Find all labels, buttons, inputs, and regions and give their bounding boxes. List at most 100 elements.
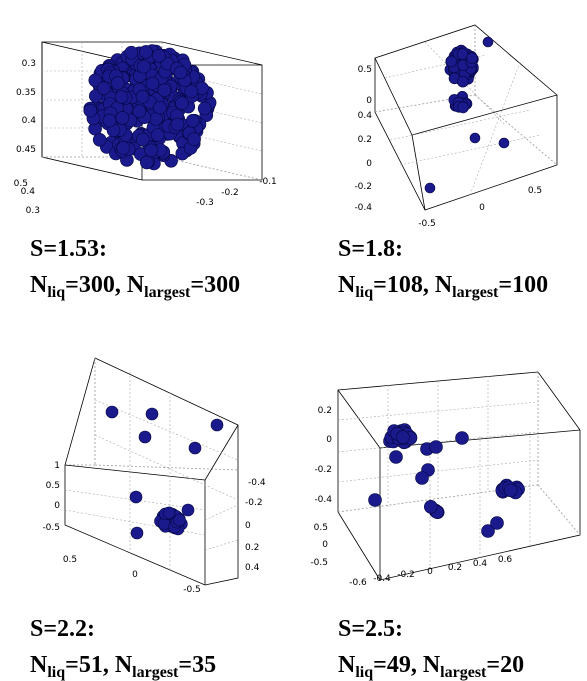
z-tick-label: 1 bbox=[54, 461, 60, 471]
caption-2-nlargest: 100 bbox=[512, 272, 548, 298]
z-tick-label: 0.5 bbox=[46, 481, 60, 491]
grid-lines-3 bbox=[65, 372, 238, 570]
x-tick-label: -0.4 bbox=[373, 574, 391, 584]
plot-panel-1: 0.30.350.40.45 -0.3-0.2-0.1 0.30.40.5 bbox=[0, 0, 290, 230]
points-group-2 bbox=[425, 37, 509, 193]
caption-2-nliq: 108 bbox=[387, 272, 423, 298]
data-point bbox=[150, 113, 163, 126]
z-tick-label: -0.4 bbox=[314, 495, 332, 505]
data-point bbox=[369, 494, 382, 507]
data-point bbox=[186, 114, 199, 127]
x-tick-label: 0 bbox=[479, 203, 485, 213]
x-tick-label: -0.2 bbox=[221, 188, 239, 198]
data-point bbox=[446, 56, 457, 67]
plot-panel-3: 1 0.5 0 -0.5 0.5 0 -0.5 -0.4 -0.2 0 0.2 0.4 bbox=[0, 340, 290, 600]
data-point bbox=[97, 82, 110, 95]
data-point bbox=[425, 183, 435, 193]
data-point bbox=[188, 133, 201, 146]
x-tick-label: -0.2 bbox=[397, 570, 415, 580]
caption-4-nlargest: 20 bbox=[500, 652, 524, 678]
grid-lines-4 bbox=[338, 376, 538, 568]
caption-4-nliq: 49 bbox=[387, 652, 411, 678]
plot-panel-2: 00.5 -0.500.5 -0.4-0.200.20.4 bbox=[330, 0, 587, 230]
axes-box-3 bbox=[65, 358, 238, 585]
caption-1-nliq: 300 bbox=[79, 272, 115, 298]
z-tick-label: 0 bbox=[366, 96, 372, 106]
z-tick-label: 0.4 bbox=[22, 116, 37, 126]
x-tick-label: 0.5 bbox=[63, 555, 77, 565]
data-point bbox=[185, 85, 198, 98]
data-point bbox=[499, 138, 509, 148]
data-point bbox=[470, 133, 480, 143]
data-point bbox=[139, 431, 151, 443]
caption-3-s: S=2.2: bbox=[30, 616, 95, 642]
data-point bbox=[131, 527, 143, 539]
y-tick-labels-4: -0.5 0 0.5 bbox=[310, 523, 328, 568]
data-point bbox=[189, 442, 201, 454]
data-point bbox=[174, 66, 187, 79]
caption-1: S=1.53: Nliq=300, Nlargest=300 bbox=[30, 237, 240, 297]
y-tick-labels-2: -0.4 -0.2 0 0.2 0.4 bbox=[354, 111, 372, 213]
data-point bbox=[140, 156, 153, 169]
data-point bbox=[145, 144, 158, 157]
data-point bbox=[136, 133, 149, 146]
data-point bbox=[151, 129, 164, 142]
z-tick-label: 0.5 bbox=[358, 65, 372, 75]
caption-2: S=1.8: Nliq=108, Nlargest=100 bbox=[338, 237, 548, 297]
caption-1-s: S=1.53: bbox=[30, 236, 107, 262]
data-point bbox=[198, 102, 211, 115]
x-tick-label: -0.6 bbox=[349, 578, 367, 588]
data-point bbox=[458, 102, 469, 113]
data-point bbox=[146, 77, 159, 90]
data-point bbox=[137, 60, 150, 73]
z-tick-label: 0.2 bbox=[318, 406, 332, 416]
x-tick-label: 0.4 bbox=[473, 559, 488, 569]
z-tick-labels-3: 10.50-0.5 bbox=[42, 461, 60, 533]
z-tick-label: -0.2 bbox=[314, 465, 332, 475]
caption-4: S=2.5: Nliq=49, Nlargest=20 bbox=[338, 617, 524, 677]
data-point bbox=[456, 432, 469, 445]
y-tick-label: -0.2 bbox=[245, 498, 263, 508]
data-point bbox=[430, 441, 443, 454]
z-tick-label: -0.5 bbox=[42, 523, 60, 533]
x-tick-label: -0.5 bbox=[418, 219, 436, 229]
z-tick-labels-4: 0.2 0 -0.2 -0.4 bbox=[314, 406, 332, 505]
axes-box-4 bbox=[338, 372, 580, 580]
caption-1-nlargest: 300 bbox=[204, 272, 240, 298]
y-tick-label: 0 bbox=[322, 540, 328, 550]
points-group-4 bbox=[369, 424, 525, 538]
z-tick-label: 0 bbox=[326, 435, 332, 445]
data-point bbox=[171, 118, 184, 131]
y-tick-label: 0.4 bbox=[245, 563, 260, 573]
x-tick-labels-3: 0.5 0 -0.5 bbox=[63, 555, 201, 595]
x-tick-labels-1: -0.3 -0.2 -0.1 bbox=[196, 177, 277, 208]
z-tick-labels-2: 00.5 bbox=[358, 65, 373, 106]
y-tick-label: 0 bbox=[366, 159, 372, 169]
y-tick-label: -0.4 bbox=[354, 203, 372, 213]
caption-3-nlargest: 35 bbox=[192, 652, 216, 678]
x-tick-label: 0 bbox=[132, 570, 138, 580]
y-tick-label: 0.4 bbox=[358, 111, 373, 121]
data-point bbox=[136, 90, 149, 103]
plot-panel-4: 0.2 0 -0.2 -0.4 -0.6 -0.4 -0.2 0 0.2 0.4 0.6 -0.5… bbox=[300, 360, 587, 605]
caption-3-nliq: 51 bbox=[79, 652, 103, 678]
x-tick-label: -0.1 bbox=[259, 177, 277, 187]
data-point bbox=[483, 37, 493, 47]
y-tick-label: 0.5 bbox=[314, 523, 328, 533]
x-tick-labels-2: -0.5 0 0.5 bbox=[418, 186, 542, 229]
y-tick-label: 0.3 bbox=[26, 206, 40, 216]
caption-2-s: S=1.8: bbox=[338, 236, 403, 262]
data-point bbox=[116, 111, 129, 124]
x-tick-label: 0.2 bbox=[448, 563, 462, 573]
data-point bbox=[457, 76, 468, 87]
x-tick-label: 0.5 bbox=[528, 186, 542, 196]
y-tick-label: 0 bbox=[245, 521, 251, 531]
z-tick-label: 0.3 bbox=[22, 59, 36, 69]
data-point bbox=[416, 472, 429, 485]
data-point bbox=[153, 49, 166, 62]
data-point bbox=[176, 97, 189, 110]
data-point bbox=[130, 491, 142, 503]
x-tick-label: -0.5 bbox=[183, 585, 201, 595]
z-tick-label: 0.35 bbox=[16, 88, 36, 98]
data-point bbox=[117, 142, 130, 155]
